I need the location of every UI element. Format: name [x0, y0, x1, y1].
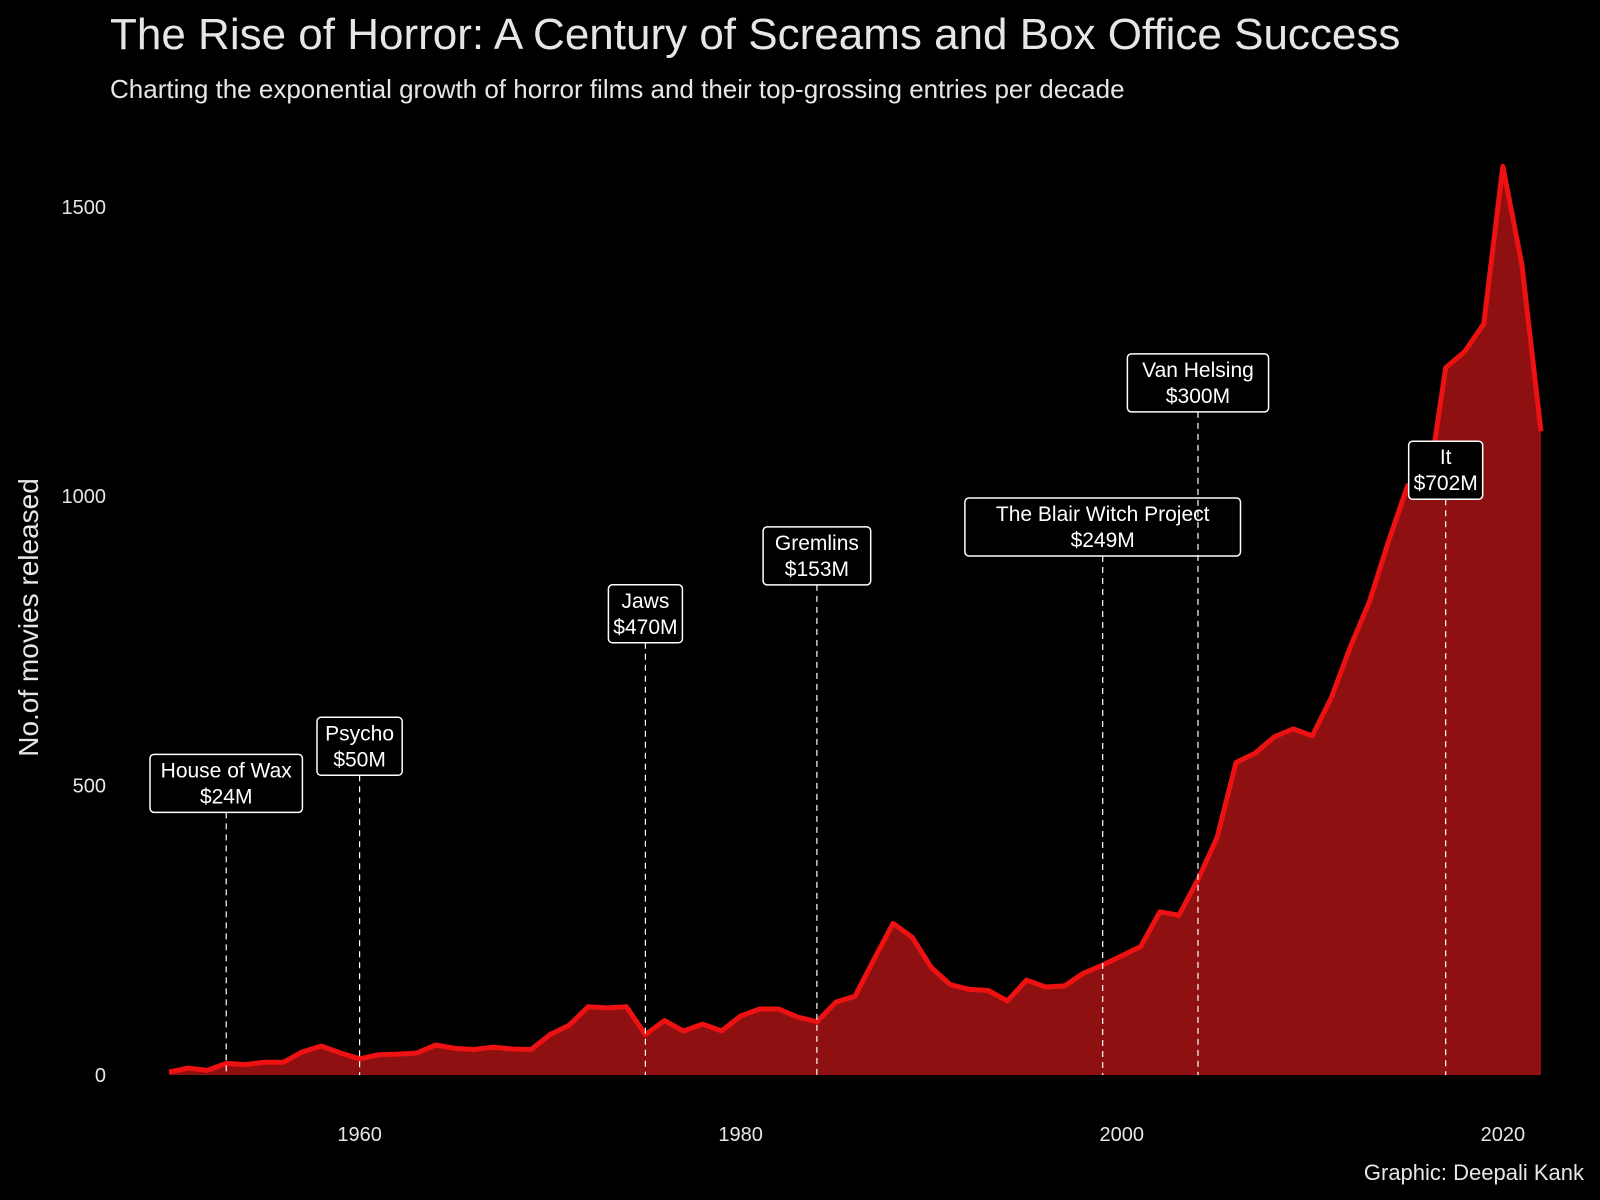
annotation-film: House of Wax: [161, 759, 293, 782]
annotation-gross: $50M: [333, 748, 386, 771]
annotation-box: [1407, 440, 1484, 500]
annotation-film: Psycho: [325, 722, 394, 745]
x-tick-label: 2000: [1100, 1124, 1145, 1146]
y-tick-label: 1500: [62, 197, 107, 219]
annotation-box: [964, 497, 1242, 557]
annotation-film: Jaws: [621, 590, 669, 613]
y-tick-label: 1000: [62, 486, 107, 508]
annotation-gross: $702M: [1414, 472, 1478, 495]
annotation-box: [607, 584, 684, 644]
series-line: [168, 163, 1544, 1075]
annotation-film: Gremlins: [775, 532, 859, 555]
y-tick-label: 500: [73, 776, 106, 798]
annotation-film: It: [1440, 446, 1452, 469]
chart-caption: Graphic: Deepali Kank: [1363, 1160, 1584, 1185]
x-tick-label: 1960: [337, 1124, 382, 1146]
annotation-box: [1126, 353, 1270, 413]
y-tick-label: 0: [95, 1065, 106, 1087]
annotation-gross: $249M: [1071, 529, 1135, 552]
y-axis-label: No.of movies released: [13, 478, 44, 757]
annotation-gross: $300M: [1166, 385, 1230, 408]
chart-subtitle: Charting the exponential growth of horro…: [110, 74, 1125, 104]
annotation-gross: $470M: [613, 616, 677, 639]
x-tick-label: 2020: [1481, 1124, 1526, 1146]
annotation-gross: $24M: [200, 785, 253, 808]
annotation-box: [316, 716, 403, 777]
area-fill: [169, 166, 1541, 1075]
annotation-film: The Blair Witch Project: [996, 503, 1210, 526]
annotation-box: [762, 526, 872, 586]
annotation-gross: $153M: [785, 558, 849, 581]
x-tick-label: 1980: [718, 1124, 763, 1146]
chart-title: The Rise of Horror: A Century of Screams…: [110, 10, 1401, 59]
annotation-film: Van Helsing: [1142, 359, 1254, 382]
annotation-box: [149, 753, 304, 814]
